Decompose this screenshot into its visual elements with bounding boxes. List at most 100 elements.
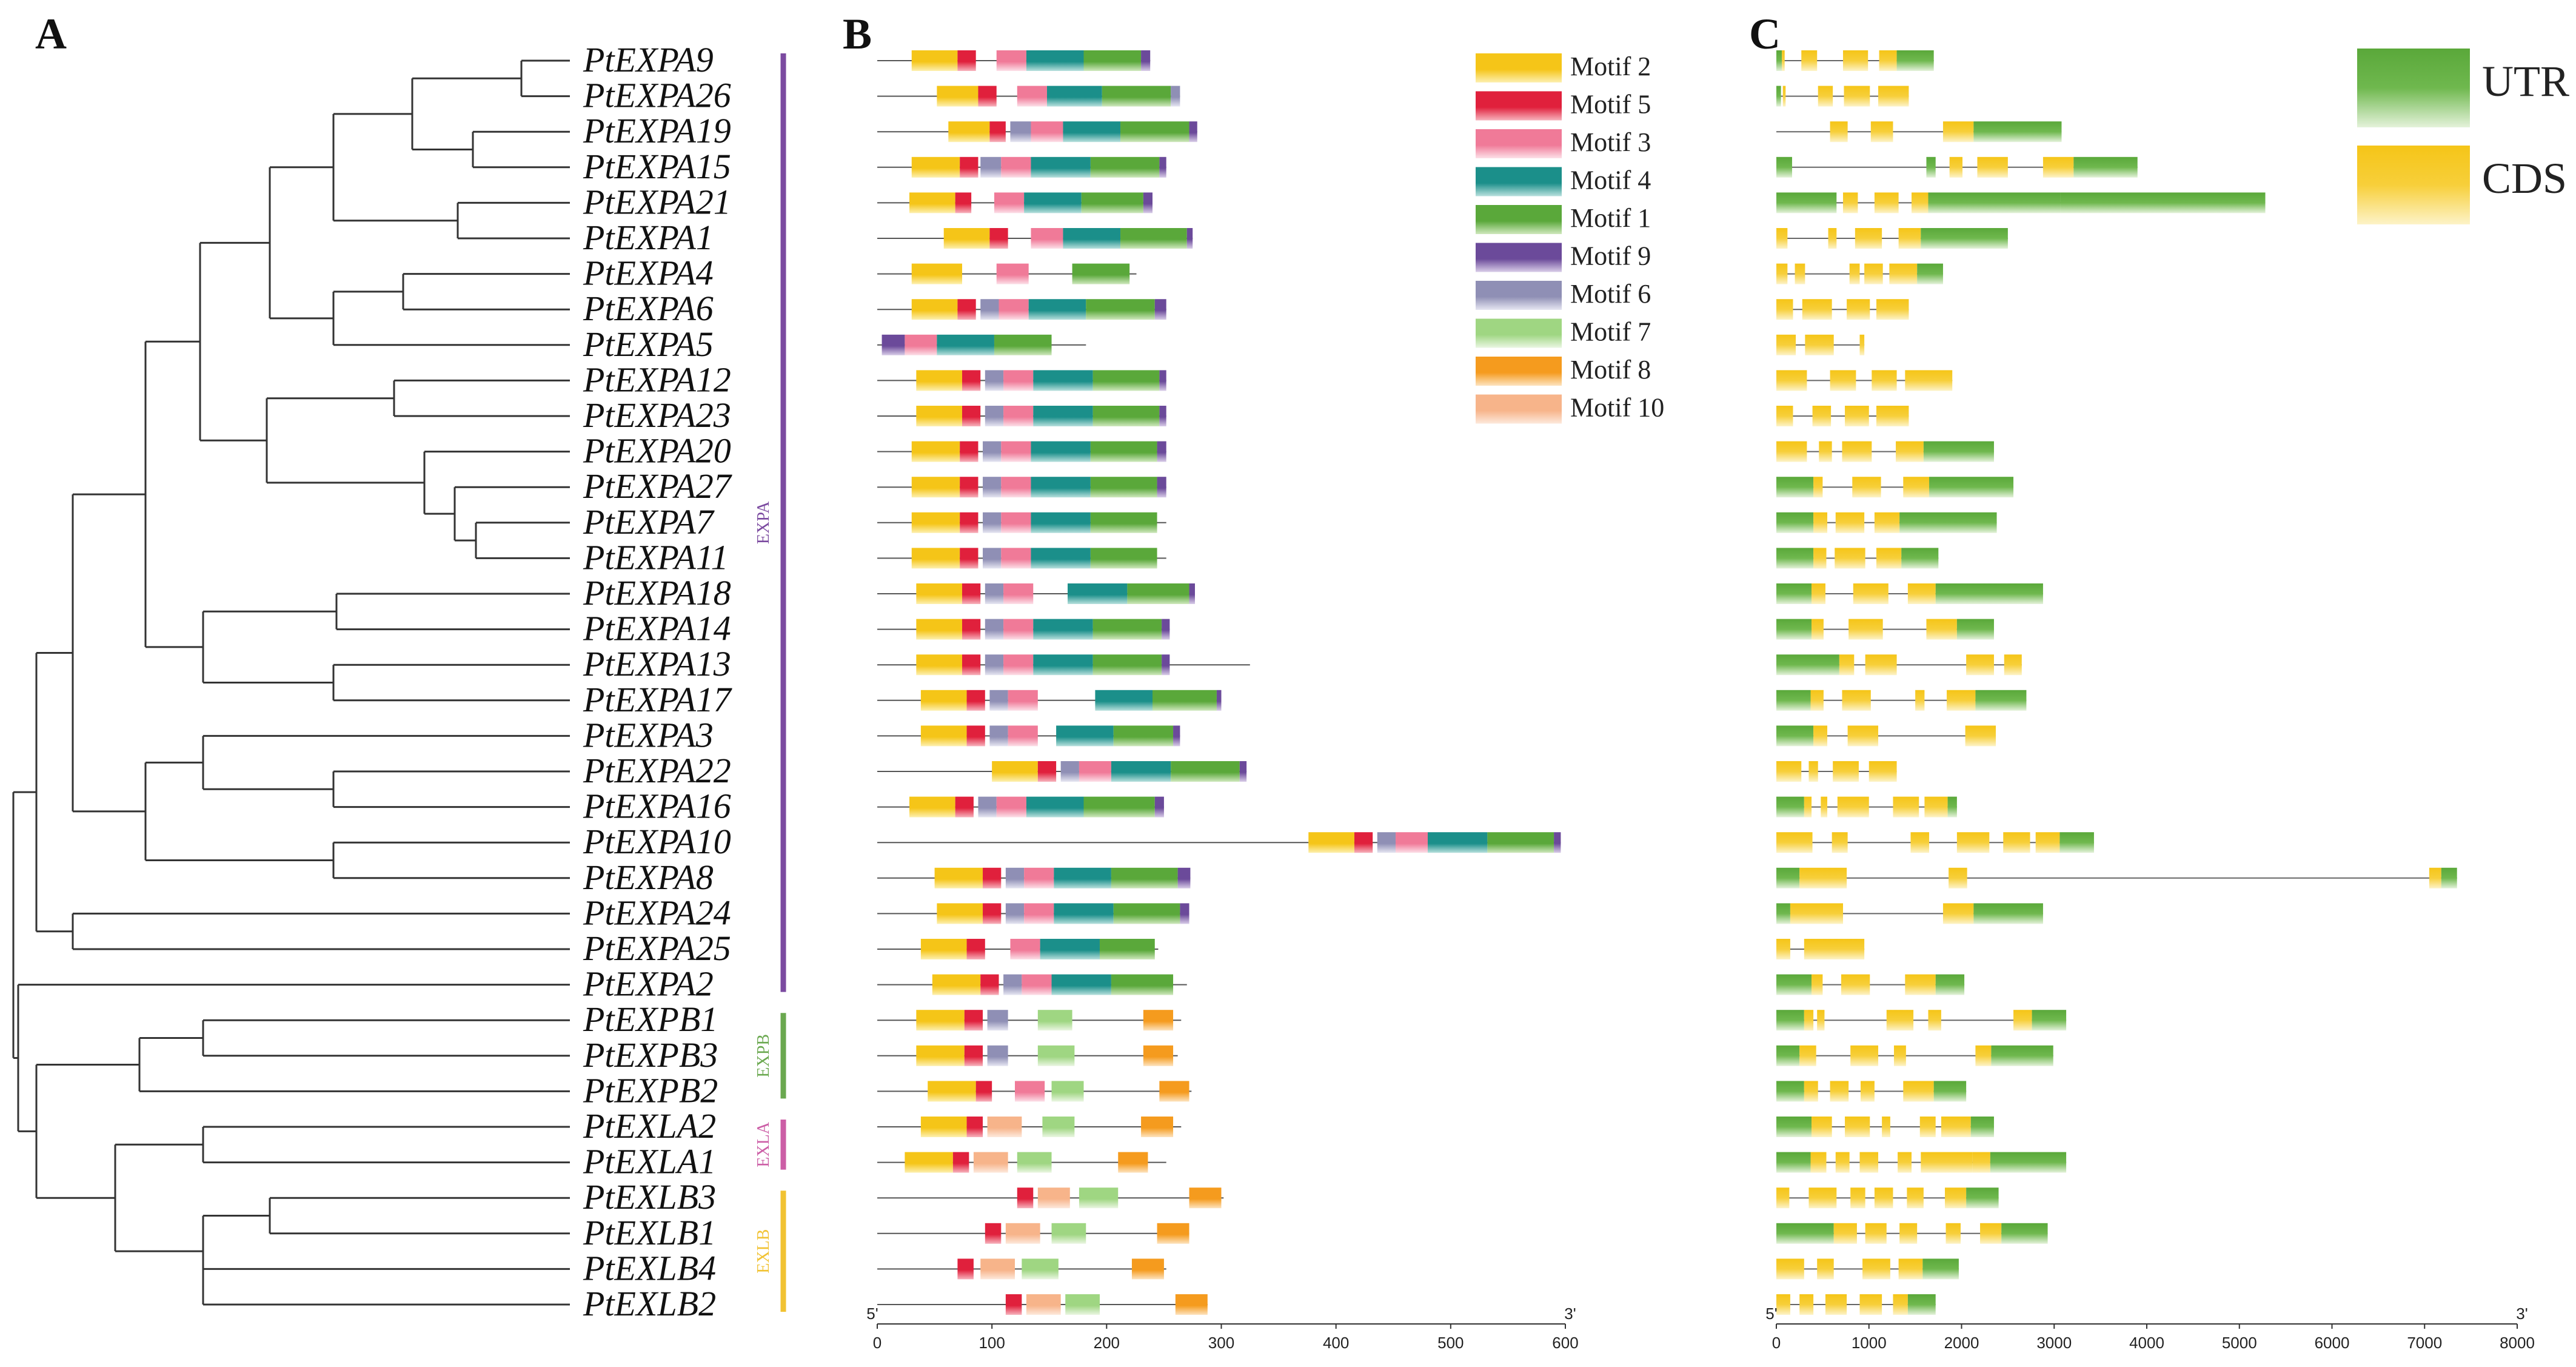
motif-box	[964, 1045, 983, 1066]
motif-box	[962, 583, 981, 604]
utr-block	[2032, 1010, 2067, 1031]
gene-name: PtEXLB3	[583, 1177, 716, 1217]
motif-box	[1054, 867, 1111, 888]
utr-block	[1990, 1152, 2067, 1173]
motif-box	[1554, 832, 1561, 853]
legend-swatch	[2357, 49, 2470, 127]
utr-block	[1935, 974, 1965, 995]
motif-box	[1001, 548, 1031, 569]
motif-box	[882, 334, 905, 355]
motif-box	[1026, 796, 1084, 818]
motif-box	[1017, 1187, 1034, 1209]
motif-box	[943, 228, 990, 249]
gene-name: PtEXPA7	[583, 502, 715, 542]
motif-box	[987, 1045, 1008, 1066]
cds-block	[1876, 299, 1909, 320]
motif-box	[966, 1117, 983, 1137]
motif-box	[966, 690, 985, 711]
legend-label: Motif 9	[1570, 241, 1651, 271]
motif-box	[911, 299, 958, 320]
motif-box	[911, 50, 958, 71]
gene-name-list: PtEXPA9PtEXPA26PtEXPA19PtEXPA15PtEXPA21P…	[583, 40, 732, 1323]
cds-block	[1859, 1152, 1879, 1173]
cds-block	[1808, 1187, 1837, 1209]
subfamily-label: EXLA	[754, 1121, 773, 1167]
motif-box	[989, 228, 1008, 249]
motif-box	[985, 619, 1004, 640]
motif-box	[1005, 1294, 1022, 1315]
cds-block	[1812, 406, 1832, 426]
cds-block	[1828, 228, 1837, 249]
motif-box	[1428, 832, 1488, 853]
cds-block	[1812, 619, 1824, 640]
cds-block	[1848, 619, 1883, 640]
motif-box	[1051, 974, 1111, 995]
motif-box	[937, 903, 983, 924]
legend-label: Motif 5	[1570, 90, 1651, 119]
utr-block	[1776, 50, 1782, 71]
motif-box	[966, 725, 985, 747]
cds-block	[1861, 1081, 1875, 1102]
cds-block	[1776, 939, 1790, 959]
motif-box	[1162, 654, 1170, 676]
cds-block	[1868, 761, 1897, 782]
gene-name: PtEXLB2	[583, 1284, 716, 1323]
gene-name: PtEXPA6	[583, 289, 714, 328]
motif-box	[978, 796, 997, 818]
gene-name: PtEXLA1	[583, 1142, 716, 1181]
motif-box	[1153, 690, 1217, 711]
utr-block	[1776, 619, 1812, 640]
motif-box	[1079, 1187, 1119, 1209]
motif-box	[987, 1010, 1008, 1031]
cds-block	[1919, 1117, 1936, 1137]
cds-block	[1835, 512, 1865, 533]
motif-box	[1159, 1081, 1189, 1102]
gene-name: PtEXPB1	[583, 999, 718, 1039]
motif-box	[1487, 832, 1554, 853]
cds-block	[1813, 512, 1828, 533]
cds-block	[1956, 832, 1990, 853]
gene-name: PtEXPA20	[583, 431, 731, 471]
utr-block	[1776, 512, 1814, 533]
cds-block	[1949, 867, 1967, 888]
gene-name: PtEXPA13	[583, 644, 731, 684]
cds-block	[1776, 228, 1788, 249]
cds-block	[1835, 1152, 1850, 1173]
motif-box	[955, 192, 972, 213]
motif-box	[937, 334, 994, 355]
cds-block	[1941, 1117, 1971, 1137]
cds-block	[1801, 50, 1818, 71]
cds-block	[1804, 1010, 1814, 1031]
cds-block	[1845, 406, 1869, 426]
cds-block	[1874, 512, 1900, 533]
legend-label: Motif 4	[1570, 166, 1651, 195]
cds-block	[1776, 761, 1802, 782]
cds-block	[1878, 86, 1909, 107]
motif-box	[1102, 86, 1171, 107]
utr-block	[1776, 477, 1814, 498]
cds-block	[1817, 1010, 1825, 1031]
utr-block	[2060, 192, 2266, 213]
gene-name: PtEXLA2	[583, 1106, 716, 1146]
motif-box	[983, 903, 1002, 924]
motif-box	[1154, 796, 1164, 818]
gene-name: PtEXPA21	[583, 182, 731, 221]
utr-block	[1776, 867, 1800, 888]
cds-block	[1790, 903, 1843, 924]
motif-box	[1037, 1187, 1070, 1209]
subfamily-brackets: EXPA EXPB EXLA EXLB	[754, 53, 786, 1312]
motif-box	[960, 477, 979, 498]
cds-block	[1812, 1117, 1832, 1137]
cds-block	[1776, 1187, 1790, 1209]
utr-block	[1776, 548, 1814, 569]
cds-block	[1855, 228, 1882, 249]
cds-block	[1776, 1294, 1790, 1315]
cds-block	[1882, 1117, 1890, 1137]
cds-block	[1832, 832, 1848, 853]
motif-box	[1099, 939, 1155, 959]
cds-block	[1830, 370, 1856, 391]
cds-block	[1818, 86, 1833, 107]
motif-box	[996, 796, 1026, 818]
gene-name: PtEXPA4	[583, 254, 714, 293]
motif-box	[1154, 299, 1166, 320]
